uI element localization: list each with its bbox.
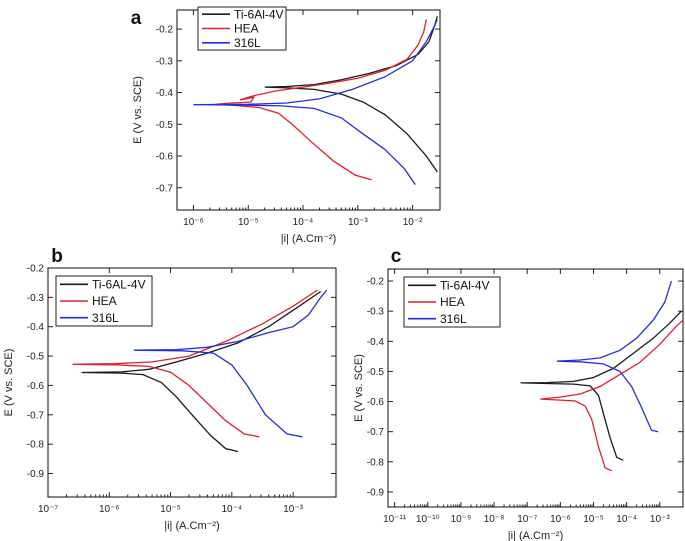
series-line-hea [72,289,318,438]
x-tick-label: 10⁻⁷ [517,514,537,525]
plot-frame [47,267,337,498]
legend-entry: 316L [234,36,261,50]
legend-entry: Ti-6Al-4V [234,7,284,21]
y-tick-label: -0.2 [27,264,45,275]
x-tick-label: 10⁻⁴ [221,504,242,515]
x-tick-label: 10⁻⁵ [238,217,259,228]
series-line-hea [215,19,427,181]
x-tick-label: 10⁻⁶ [99,504,120,515]
y-tick-label: -0.8 [367,457,385,468]
y-tick-label: -0.6 [367,397,385,408]
series-line-ti-6al-4v [520,310,682,461]
panel-label: c [391,246,402,267]
legend-entry: HEA [234,22,259,36]
x-tick-label: 10⁻³ [348,217,368,228]
y-tick-label: -0.7 [27,410,45,421]
y-tick-label: -0.9 [27,469,45,480]
x-tick-label: 10⁻⁵ [583,514,604,525]
chart-panel-a: 10⁻⁶ 10⁻⁵ 10⁻⁴ 10⁻³ 10⁻² -0.2 -0.3 -0.4 -0.5 -0.6… [131,6,441,245]
legend-entry: HEA [92,294,117,308]
x-axis-label: |i| (A.Cm⁻²) [164,520,220,532]
x-tick-label: 10⁻⁶ [183,217,204,228]
y-tick-label: -0.7 [156,183,174,194]
y-tick-label: -0.8 [27,440,45,451]
x-axis-label: |i| (A.Cm⁻²) [281,233,337,245]
legend: Ti-6AL-4V HEA 316L [55,275,153,327]
x-tick-label: 10⁻² [403,217,423,228]
panel-label: b [51,246,63,267]
y-tick-label: -0.3 [156,56,174,67]
series-line-316l [193,19,438,185]
legend-entry: Ti-6AL-4V [92,278,146,292]
x-tick-label: 10⁻¹⁰ [416,514,440,525]
y-axis-label: E (V vs. SCE) [353,354,365,422]
chart-panel-c: 10⁻¹¹ 10⁻¹⁰ 10⁻⁹ 10⁻⁸ 10⁻⁷ 10⁻⁶ 10⁻⁵ 10⁻⁴ 10⁻³ -0… [353,246,684,541]
y-tick-label: -0.3 [367,307,385,318]
y-tick-label: -0.2 [367,277,385,288]
y-tick-label: -0.4 [367,337,385,348]
x-tick-label: 10⁻⁴ [293,217,314,228]
y-tick-label: -0.7 [367,427,385,438]
x-tick-label: 10⁻⁷ [38,504,58,515]
plot-frame [176,9,441,211]
chart-panel-b: 10⁻⁷ 10⁻⁶ 10⁻⁵ 10⁻⁴ 10⁻³ -0.2 -0.3 -0.4 -0.5 -0.6… [3,246,337,532]
legend-entry: Ti-6Al-4V [440,279,490,293]
y-axis-label: E (V vs. SCE) [3,349,15,417]
x-tick-label: 10⁻⁸ [484,514,505,525]
panel-label: a [131,8,142,29]
y-tick-label: -0.5 [156,120,174,131]
x-axis-label: |i| (A.Cm⁻²) [508,530,564,541]
y-axis-label: E (V vs. SCE) [132,76,144,144]
x-tick-label: 10⁻⁴ [616,514,637,525]
series-line-hea [540,319,684,472]
legend-entry: HEA [440,295,465,309]
y-tick-label: -0.4 [27,322,45,333]
series-line-ti-6al-4v [81,290,322,453]
x-tick-label: 10⁻⁹ [451,514,472,525]
y-tick-label: -0.5 [27,352,45,363]
series-line-316l [133,289,328,438]
series-line-ti-6al-4v [264,16,438,173]
y-tick-label: -0.2 [156,25,174,36]
x-tick-label: 10⁻¹¹ [383,514,407,525]
legend-entry: 316L [440,312,467,326]
y-tick-label: -0.5 [367,367,385,378]
legend: Ti-6Al-4V HEA 316L [403,276,501,328]
x-tick-label: 10⁻³ [650,514,670,525]
series-line-316l [556,280,673,433]
y-tick-label: -0.9 [367,487,385,498]
y-tick-label: -0.6 [27,381,45,392]
x-tick-label: 10⁻³ [283,504,303,515]
y-tick-label: -0.3 [27,293,45,304]
x-tick-label: 10⁻⁵ [160,504,181,515]
y-tick-label: -0.6 [156,152,174,163]
plot-frame [387,268,684,508]
x-tick-label: 10⁻⁶ [550,514,571,525]
y-tick-label: -0.4 [156,88,174,99]
legend-entry: 316L [92,311,119,325]
